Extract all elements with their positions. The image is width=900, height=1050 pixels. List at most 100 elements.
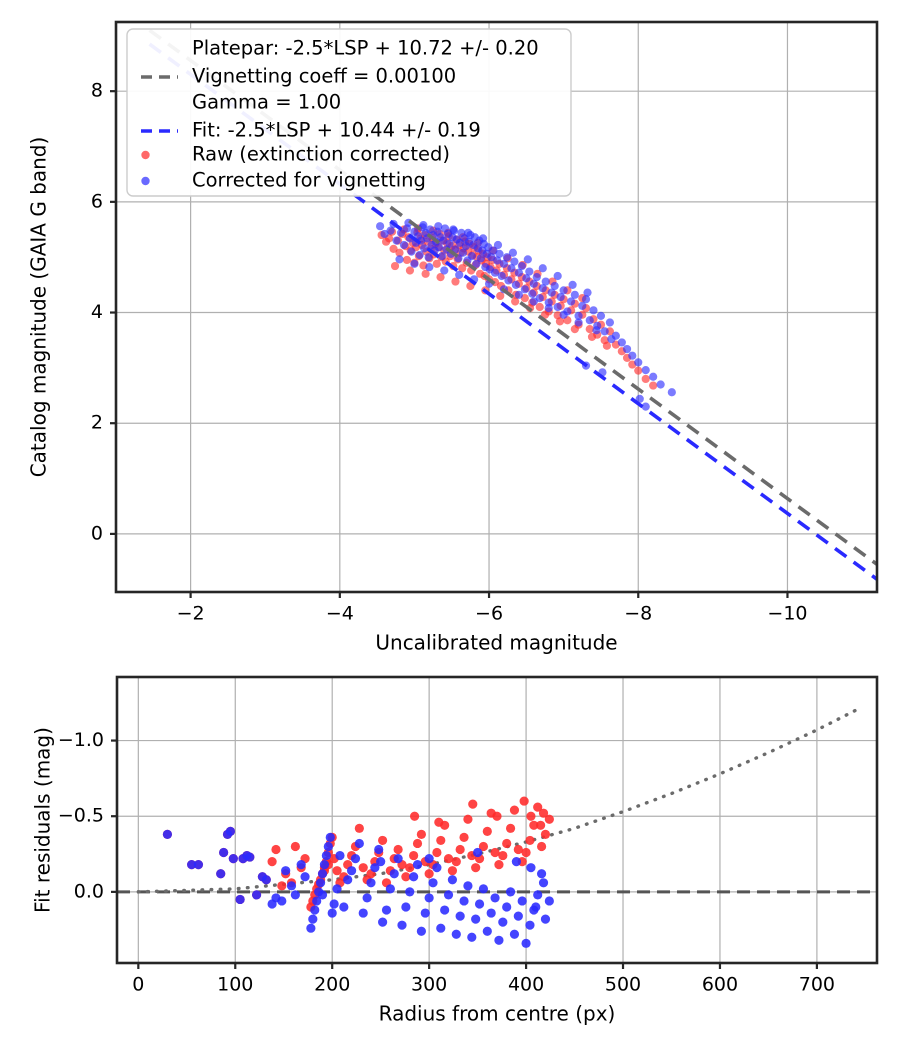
- data-point: [443, 890, 454, 900]
- data-point: [521, 847, 531, 858]
- data-point: [622, 344, 632, 354]
- data-point: [496, 291, 505, 301]
- y-axis-label: Fit residuals (mag): [31, 727, 55, 913]
- data-point: [380, 229, 389, 239]
- data-point: [502, 902, 512, 912]
- data-point: [550, 281, 559, 291]
- series-corrected-for-vignetting: [162, 826, 554, 948]
- data-point: [439, 236, 448, 245]
- data-point: [370, 863, 380, 873]
- legend-item[interactable]: Vignetting coeff = 0.00100: [141, 65, 456, 88]
- data-point: [578, 301, 587, 310]
- y-tick-label: 0.0: [74, 880, 104, 902]
- axes-fit-residuals: 0 100 200 300 400 500 600 700 0.0 −0.5 −1.0 Radius …: [31, 675, 879, 1026]
- data-point: [490, 268, 500, 277]
- legend-item[interactable]: Gamma = 1.00: [192, 91, 341, 114]
- data-point: [553, 302, 562, 312]
- data-point: [424, 869, 434, 879]
- legend-box: [126, 28, 572, 197]
- legend-item-label: Corrected for vignetting: [192, 169, 426, 192]
- data-point: [605, 318, 615, 327]
- data-point: [581, 295, 591, 304]
- data-point: [574, 311, 583, 320]
- data-point: [556, 292, 565, 302]
- data-point: [553, 271, 562, 281]
- data-point: [421, 269, 430, 278]
- legend-item[interactable]: Fit: -2.5*LSP + 10.44 +/- 0.19: [141, 119, 481, 142]
- data-point: [407, 247, 416, 256]
- data-point: [478, 234, 488, 243]
- y-tick-label: 4: [91, 301, 103, 323]
- data-point: [290, 841, 300, 852]
- data-point: [436, 835, 446, 846]
- data-point: [538, 264, 547, 273]
- data-point: [321, 850, 331, 861]
- data-point: [482, 926, 492, 936]
- data-point: [366, 878, 376, 888]
- data-point: [458, 248, 468, 257]
- data-point: [520, 294, 529, 303]
- data-point: [547, 288, 556, 297]
- data-point: [596, 311, 606, 320]
- data-point: [635, 394, 644, 403]
- data-point: [378, 835, 388, 846]
- data-point: [587, 332, 597, 341]
- data-point: [412, 838, 423, 849]
- data-point: [386, 226, 395, 235]
- data-point: [405, 887, 415, 897]
- data-layer: [117, 708, 877, 948]
- data-point: [346, 866, 357, 876]
- data-point: [502, 838, 512, 849]
- legend-item[interactable]: Platepar: -2.5*LSP + 10.72 +/- 0.20: [192, 37, 539, 60]
- data-point: [432, 847, 442, 858]
- data-point: [649, 381, 658, 390]
- x-tick-label: −8: [624, 603, 652, 625]
- data-point: [459, 896, 469, 906]
- legend-item[interactable]: Raw (extinction corrected): [141, 143, 450, 166]
- data-point: [521, 938, 531, 948]
- data-point: [498, 917, 508, 927]
- data-point: [315, 878, 326, 888]
- x-tick-label: 100: [217, 974, 253, 996]
- data-point: [225, 826, 236, 836]
- x-tick-label: 400: [508, 974, 544, 996]
- data-point: [329, 899, 339, 909]
- data-point: [531, 902, 541, 912]
- data-point: [187, 860, 197, 870]
- data-point: [508, 248, 518, 257]
- legend[interactable]: Platepar: -2.5*LSP + 10.72 +/- 0.20 Vigne…: [126, 28, 572, 197]
- data-point: [432, 863, 442, 873]
- data-point: [494, 860, 504, 870]
- data-point: [434, 243, 444, 252]
- data-point: [451, 929, 461, 939]
- data-point: [641, 365, 650, 375]
- data-point: [570, 325, 579, 334]
- data-point: [529, 297, 538, 306]
- data-point: [390, 261, 400, 271]
- data-point: [162, 829, 173, 839]
- series-corrected-for-vignetting: [376, 218, 676, 411]
- data-point: [392, 236, 401, 245]
- data-point: [476, 254, 485, 263]
- x-tick-label: 700: [799, 974, 835, 996]
- data-point: [592, 326, 601, 335]
- data-point: [519, 796, 529, 806]
- data-point: [517, 896, 527, 906]
- data-point: [459, 832, 469, 843]
- x-tick-label: −2: [177, 603, 205, 625]
- data-point: [296, 860, 306, 870]
- data-point: [511, 857, 521, 867]
- data-point: [533, 802, 543, 812]
- data-point: [402, 255, 412, 265]
- data-point: [374, 844, 384, 855]
- data-point: [290, 890, 300, 900]
- legend-item[interactable]: Corrected for vignetting: [141, 169, 426, 192]
- data-point: [451, 277, 460, 286]
- data-point: [451, 857, 461, 867]
- y-tick-label: 8: [91, 80, 103, 102]
- data-point: [544, 896, 554, 906]
- data-point: [634, 358, 643, 367]
- data-point: [602, 341, 612, 350]
- data-point: [520, 285, 529, 294]
- data-point: [300, 872, 310, 882]
